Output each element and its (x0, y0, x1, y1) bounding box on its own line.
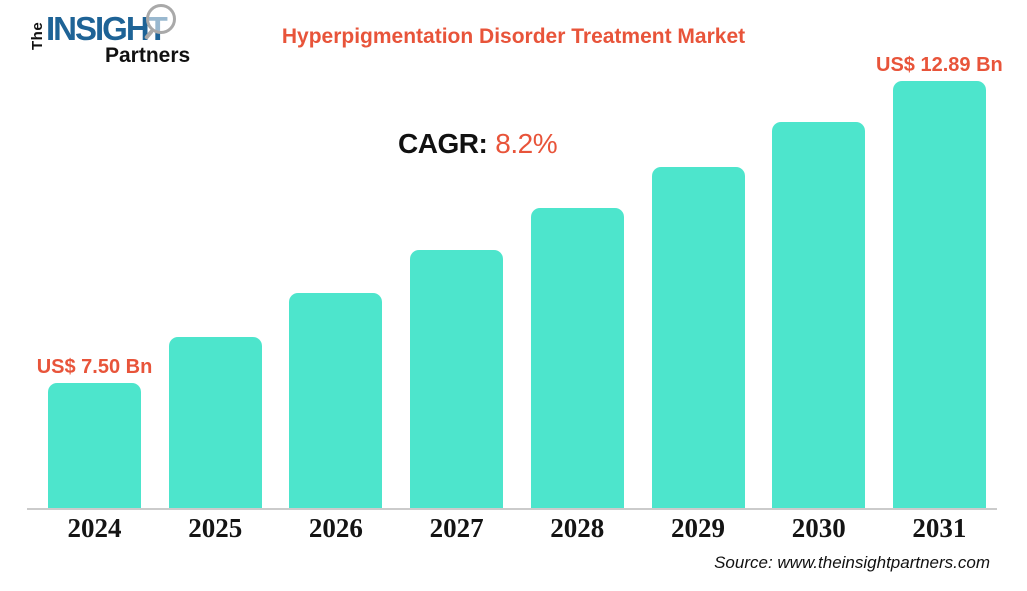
x-axis-label-2024: 2024 (67, 513, 122, 543)
logo-partners-text: Partners (105, 44, 191, 67)
cagr-annotation: CAGR: 8.2% (398, 128, 558, 160)
bar-2031 (892, 81, 986, 508)
bar-2027 (410, 250, 504, 508)
bar-2025 (168, 337, 262, 508)
x-axis-label-2031: 2031 (912, 513, 967, 543)
magnifier-icon (146, 4, 176, 34)
bar-2026 (289, 293, 383, 508)
x-axis-label-2030: 2030 (791, 513, 846, 543)
value-label-2024: US$ 7.50 Bn (36, 356, 153, 378)
cagr-value: 8.2% (495, 128, 558, 159)
x-axis-label-2025: 2025 (188, 513, 243, 543)
bar-2030 (772, 122, 866, 508)
x-axis-line (27, 508, 997, 510)
bar-2024 (48, 383, 141, 508)
x-axis-label-2027: 2027 (429, 513, 484, 543)
x-axis-label-2028: 2028 (550, 513, 605, 543)
x-axis-label-2026: 2026 (308, 513, 363, 543)
bar-2028 (530, 208, 624, 508)
cagr-label: CAGR: (398, 128, 488, 159)
value-label-2031: US$ 12.89 Bn (876, 54, 1003, 76)
bar-2029 (651, 167, 745, 508)
x-axis-label-2029: 2029 (671, 513, 725, 543)
source-credit: Source: www.theinsightpartners.com (714, 553, 990, 572)
chart-title: Hyperpigmentation Disorder Treatment Mar… (281, 25, 746, 48)
insight-partners-logo: The INSIGHT Partners (15, 4, 195, 76)
